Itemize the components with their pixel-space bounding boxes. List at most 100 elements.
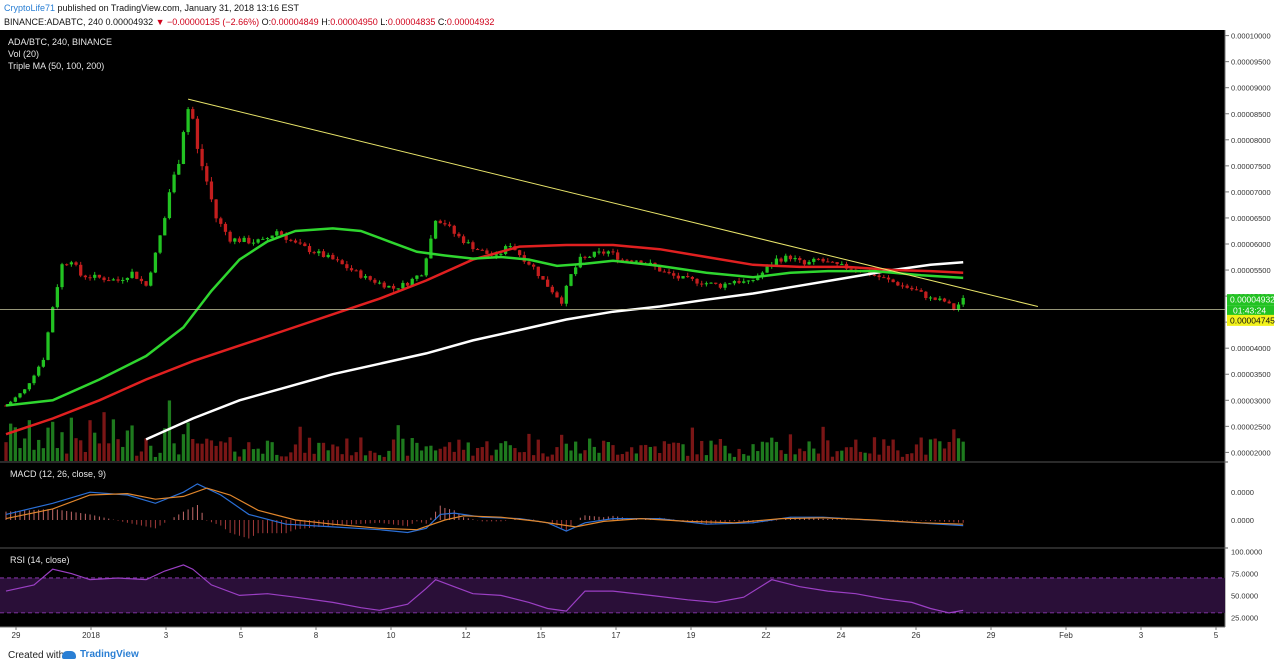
volume-bar — [578, 453, 582, 461]
volume-bar — [942, 448, 947, 461]
candle-body — [83, 275, 88, 278]
candle-body — [345, 264, 349, 269]
candle-body — [709, 282, 713, 284]
candle-body — [475, 249, 480, 251]
candle-body — [335, 259, 340, 261]
volume-bar — [700, 440, 704, 461]
rsi-tick-label: 100.0000 — [1231, 548, 1262, 557]
volume-bar — [289, 452, 293, 461]
volume-bar — [653, 446, 657, 461]
candle-body — [564, 285, 568, 304]
volume-bar — [107, 443, 111, 461]
volume-bar — [139, 451, 144, 461]
volume-bar — [634, 453, 638, 461]
candle-body — [499, 253, 503, 255]
descending-trendline[interactable] — [187, 98, 1039, 308]
candle-body — [686, 276, 690, 278]
volume-bar — [247, 442, 251, 461]
ma-legend[interactable]: Triple MA (50, 100, 200) — [8, 61, 104, 71]
volume-bar — [415, 442, 419, 461]
price-tick-label: 0.00003500 — [1231, 370, 1271, 379]
volume-bar — [373, 452, 377, 461]
volume-bar — [802, 451, 807, 461]
pair-legend[interactable]: ADA/BTC, 240, BINANCE — [8, 37, 112, 47]
volume-bar — [611, 445, 615, 461]
candle-body — [433, 220, 438, 239]
candle-body — [167, 192, 172, 219]
price-tick-label: 0.00008500 — [1231, 110, 1271, 119]
macd-signal-line — [5, 487, 964, 531]
candle-body — [270, 235, 274, 239]
candle-body — [718, 283, 723, 288]
candle-body — [186, 109, 190, 133]
volume-bar — [485, 441, 489, 461]
volume-bar — [807, 441, 811, 461]
candle-body — [956, 304, 961, 310]
candle-body — [821, 258, 825, 262]
volume-bar — [158, 452, 162, 461]
volume-bar — [60, 432, 64, 461]
volume-bar — [695, 454, 699, 461]
candle-body — [438, 220, 442, 224]
candle-body — [396, 288, 400, 290]
time-axis-background — [0, 627, 1225, 644]
candle-body — [125, 277, 130, 280]
volume-bar — [480, 447, 484, 461]
candle-body — [896, 282, 900, 286]
volume-bar — [102, 412, 106, 461]
macd-line — [5, 483, 964, 534]
volume-bar — [849, 447, 853, 461]
tradingview-brand[interactable]: TradingView — [62, 649, 139, 660]
countdown-tag: 01:43:24 — [1233, 306, 1266, 316]
volume-bar — [662, 441, 666, 461]
candle-body — [419, 275, 424, 277]
volume-bar — [55, 448, 59, 461]
open-label: O: — [261, 17, 272, 27]
volume-bar — [709, 440, 713, 461]
author-link[interactable]: CryptoLife71 — [4, 3, 56, 13]
candle-body — [303, 243, 307, 247]
candle-body — [298, 242, 302, 244]
rsi-legend[interactable]: RSI (14, close) — [10, 555, 70, 565]
candle-body — [597, 251, 601, 253]
volume-bar — [872, 437, 877, 461]
candle-body — [728, 283, 732, 285]
volume-bar — [354, 452, 358, 461]
volume-bar — [489, 455, 494, 461]
volume-bar — [424, 446, 428, 461]
candle-body — [751, 280, 755, 282]
candle-body — [139, 278, 144, 282]
macd-legend[interactable]: MACD (12, 26, close, 9) — [10, 469, 106, 479]
volume-bar — [349, 455, 354, 461]
price-tick-label: 0.00009000 — [1231, 84, 1271, 93]
candle-body — [774, 258, 779, 266]
volume-legend[interactable]: Vol (20) — [8, 49, 39, 59]
time-tick-label: 10 — [387, 631, 396, 640]
candle-body — [555, 292, 559, 298]
candle-body — [924, 291, 928, 298]
time-tick-label: 5 — [1214, 631, 1219, 640]
volume-bar — [924, 454, 928, 461]
candle-body — [760, 272, 765, 277]
volume-bar — [886, 445, 891, 461]
volume-bar — [242, 449, 246, 461]
volume-bar — [74, 438, 78, 461]
volume-bar — [251, 449, 256, 461]
volume-bar — [79, 440, 83, 461]
candle-body — [46, 332, 50, 360]
candle-body — [363, 276, 368, 278]
volume-bar — [616, 454, 620, 461]
volume-bar — [672, 442, 676, 461]
chart-area[interactable]: 0.00010000 0.00009500 0.00009000 0.00008500… — [0, 30, 1280, 644]
volume-bar — [307, 437, 312, 461]
time-tick-label: 3 — [1139, 631, 1144, 640]
rsi-tick-label: 50.0000 — [1231, 591, 1258, 600]
candle-body — [681, 276, 685, 279]
price-tick-label: 0.00008000 — [1231, 136, 1271, 145]
candle-body — [130, 271, 134, 278]
volume-bar — [387, 450, 391, 461]
candle-body — [658, 266, 662, 272]
volume-bar — [209, 440, 214, 461]
candle-body — [905, 285, 909, 288]
candle-body — [32, 375, 36, 384]
